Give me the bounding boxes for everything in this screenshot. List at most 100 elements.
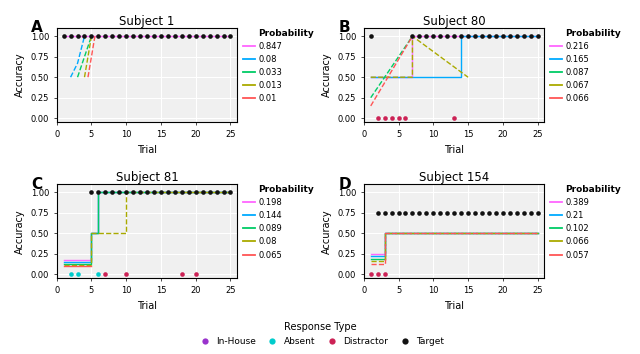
Title: Subject 80: Subject 80 <box>423 15 486 28</box>
Point <box>372 210 383 216</box>
Point <box>205 33 215 39</box>
Point <box>107 189 117 195</box>
Point <box>532 210 543 216</box>
Point <box>79 33 90 39</box>
Point <box>491 210 501 216</box>
Point <box>394 210 404 216</box>
Point <box>511 210 522 216</box>
Point <box>142 33 152 39</box>
Point <box>135 33 145 39</box>
Point <box>456 210 466 216</box>
Point <box>72 272 83 277</box>
Point <box>114 33 124 39</box>
X-axis label: Trial: Trial <box>137 301 157 311</box>
Point <box>121 189 131 195</box>
Point <box>449 115 460 121</box>
Y-axis label: Accuracy: Accuracy <box>322 53 332 97</box>
Point <box>225 189 236 195</box>
Legend: Probability, 0.198, 0.144, 0.089, 0.08, 0.065: Probability, 0.198, 0.144, 0.089, 0.08, … <box>239 181 317 263</box>
Point <box>177 33 187 39</box>
Point <box>449 33 460 39</box>
Point <box>191 272 201 277</box>
Point <box>58 33 68 39</box>
Point <box>65 33 76 39</box>
Point <box>93 189 104 195</box>
Point <box>211 33 221 39</box>
Point <box>163 189 173 195</box>
Legend: Probability, 0.389, 0.21, 0.102, 0.066, 0.057: Probability, 0.389, 0.21, 0.102, 0.066, … <box>547 181 625 263</box>
Point <box>484 33 494 39</box>
Point <box>387 210 397 216</box>
Point <box>177 189 187 195</box>
Point <box>435 210 445 216</box>
Point <box>449 210 460 216</box>
Point <box>142 189 152 195</box>
Point <box>504 210 515 216</box>
Title: Subject 81: Subject 81 <box>116 171 179 184</box>
Point <box>532 33 543 39</box>
Y-axis label: Accuracy: Accuracy <box>322 209 332 254</box>
Point <box>470 33 480 39</box>
Point <box>491 33 501 39</box>
Point <box>100 33 111 39</box>
Point <box>401 210 411 216</box>
Point <box>72 33 83 39</box>
Point <box>107 33 117 39</box>
Point <box>414 33 424 39</box>
Point <box>128 189 138 195</box>
Point <box>387 115 397 121</box>
Point <box>407 210 417 216</box>
Point <box>456 33 466 39</box>
Point <box>380 272 390 277</box>
Point <box>421 210 431 216</box>
Point <box>442 210 452 216</box>
X-axis label: Trial: Trial <box>444 144 464 154</box>
Point <box>414 210 424 216</box>
Point <box>191 189 201 195</box>
Point <box>518 33 529 39</box>
Point <box>498 33 508 39</box>
Point <box>518 210 529 216</box>
Point <box>184 189 194 195</box>
Text: A: A <box>31 21 43 35</box>
Y-axis label: Accuracy: Accuracy <box>15 53 25 97</box>
Y-axis label: Accuracy: Accuracy <box>15 209 25 254</box>
Point <box>525 33 536 39</box>
Point <box>198 189 208 195</box>
Point <box>511 33 522 39</box>
Point <box>128 33 138 39</box>
Text: D: D <box>339 177 351 192</box>
Point <box>380 115 390 121</box>
Point <box>170 33 180 39</box>
Point <box>177 272 187 277</box>
Point <box>218 189 228 195</box>
Point <box>225 33 236 39</box>
Point <box>435 33 445 39</box>
Point <box>156 189 166 195</box>
Point <box>365 272 376 277</box>
Legend: Probability, 0.847, 0.08, 0.033, 0.013, 0.01: Probability, 0.847, 0.08, 0.033, 0.013, … <box>239 25 317 107</box>
Point <box>365 33 376 39</box>
Point <box>428 33 438 39</box>
Point <box>121 272 131 277</box>
Point <box>93 272 104 277</box>
Point <box>114 189 124 195</box>
Point <box>86 189 97 195</box>
Point <box>170 189 180 195</box>
Point <box>380 210 390 216</box>
Point <box>470 210 480 216</box>
Text: B: B <box>339 21 350 35</box>
Point <box>163 33 173 39</box>
Point <box>504 33 515 39</box>
Point <box>93 33 104 39</box>
Point <box>218 33 228 39</box>
Point <box>372 115 383 121</box>
Point <box>100 189 111 195</box>
Point <box>135 189 145 195</box>
Point <box>442 33 452 39</box>
Point <box>149 189 159 195</box>
Point <box>484 210 494 216</box>
Point <box>463 33 473 39</box>
Point <box>477 210 487 216</box>
X-axis label: Trial: Trial <box>137 144 157 154</box>
